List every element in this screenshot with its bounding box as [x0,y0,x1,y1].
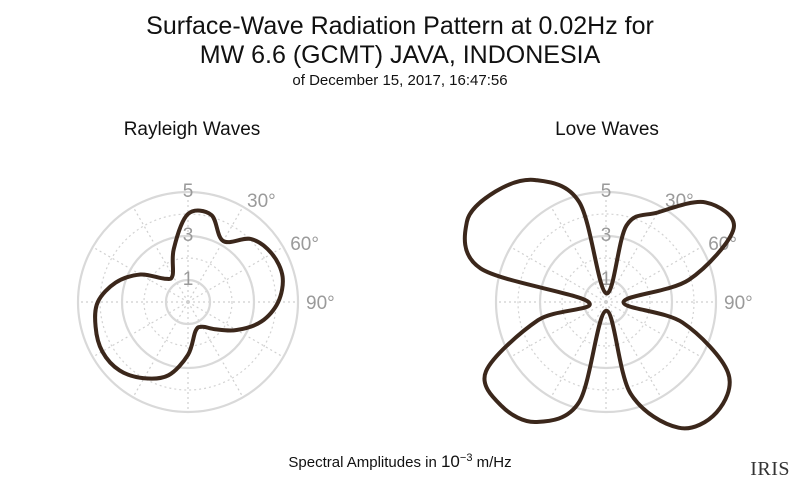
love-r-tick-3: 3 [601,225,612,246]
love-ring-3 [538,234,674,370]
love-r-tick-1: 1 [601,269,612,290]
rayleigh-spoke-60 [187,246,284,303]
rayleigh-spoke-150 [187,301,244,398]
love-angle-tick-60: 60° [708,234,737,255]
love-angle-tick-90: 90° [724,293,753,314]
rayleigh-ring-1 [164,278,212,326]
rayleigh-spoke-330 [132,206,189,303]
rayleigh-angle-tick-60: 60° [290,234,319,255]
love-panel-title: Love Waves [555,119,659,140]
rayleigh-angle-tick-30: 30° [247,191,276,212]
rayleigh-spoke-240 [92,301,189,358]
rayleigh-spoke-30 [187,206,244,303]
rayleigh-r-tick-1: 1 [183,269,194,290]
chart-title-block: Surface-Wave Radiation Pattern at 0.02Hz… [0,12,800,91]
footer-unit: m/Hz [472,454,512,471]
love-ring-1 [582,278,630,326]
rayleigh-ring-3 [120,234,256,370]
rayleigh-angle-tick-90: 90° [306,293,335,314]
love-spoke-240 [510,301,607,358]
chart-title-line-2: MW 6.6 (GCMT) JAVA, INDONESIA [199,41,601,69]
love-spoke-210 [550,301,607,398]
love-spoke-60 [605,246,702,303]
footer-units-label: Spectral Amplitudes in 10−3 m/Hz [0,452,800,472]
iris-logo: IRIS [750,458,790,480]
rayleigh-ring-5 [76,190,300,414]
footer-base: 10 [440,452,460,471]
footer-exponent: −3 [459,452,473,464]
love-spoke-300 [510,246,607,303]
love-minor-ring-4 [517,213,695,391]
rayleigh-polar-chart: 1 3 5 30° 60° 90° [76,181,335,414]
rayleigh-radiation-pattern-line [93,208,285,381]
rayleigh-r-tick-3: 3 [183,225,194,246]
chart-subtitle: of December 15, 2017, 16:47:56 [292,72,508,89]
footer-prefix: Spectral Amplitudes in [288,454,441,471]
chart-title-line-1: Surface-Wave Radiation Pattern at 0.02Hz… [146,12,654,40]
love-radiation-pattern-line [462,177,736,431]
love-spoke-30 [605,206,662,303]
love-r-tick-5: 5 [601,181,612,202]
rayleigh-spoke-210 [132,301,189,398]
love-ring-5 [494,190,718,414]
love-polar-chart: 135 30°60°90° [462,177,753,431]
love-spoke-330 [550,206,607,303]
rayleigh-panel-title: Rayleigh Waves [123,119,261,140]
rayleigh-r-tick-5: 5 [183,181,194,202]
love-minor-ring-2 [561,257,651,347]
love-spoke-150 [605,301,662,398]
love-spoke-120 [605,301,702,358]
rayleigh-minor-ring-2 [143,257,233,347]
